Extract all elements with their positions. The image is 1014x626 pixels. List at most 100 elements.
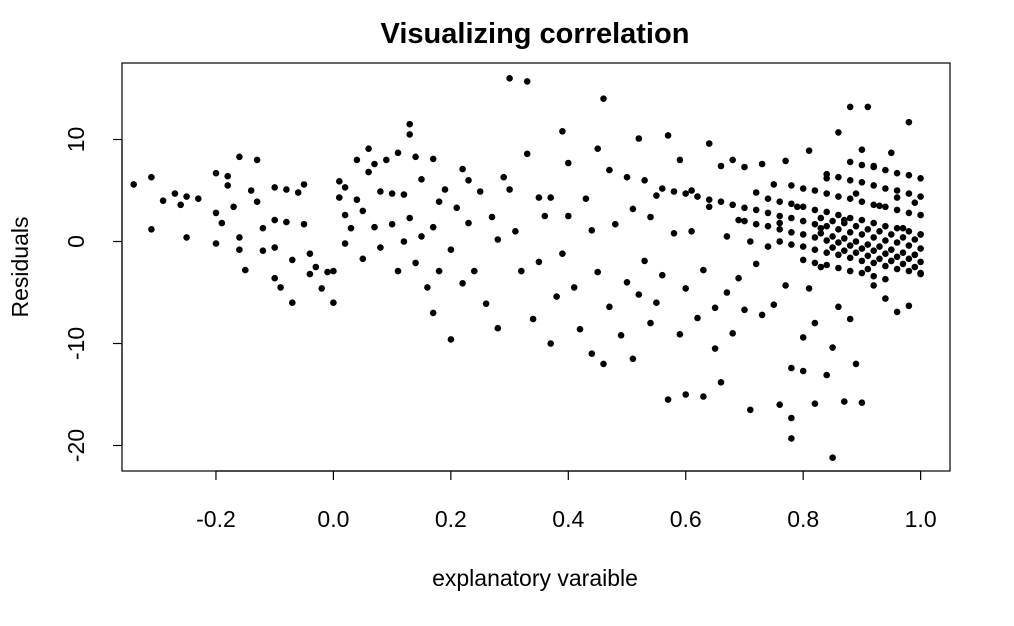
data-point	[776, 226, 783, 233]
data-point	[488, 213, 496, 221]
data-point	[882, 166, 889, 174]
data-point	[277, 284, 284, 291]
data-point	[600, 360, 607, 368]
data-point	[905, 302, 913, 310]
data-point	[306, 250, 314, 257]
data-point	[341, 211, 349, 219]
data-point	[858, 146, 866, 153]
data-point	[776, 401, 783, 409]
data-point	[653, 192, 660, 199]
data-point	[846, 158, 854, 166]
data-point	[606, 166, 613, 174]
data-point	[711, 304, 719, 312]
data-point	[688, 228, 695, 235]
data-point	[799, 367, 807, 375]
data-point	[747, 406, 754, 414]
data-point	[823, 208, 830, 216]
data-point	[183, 234, 190, 241]
data-point	[805, 285, 813, 292]
data-point	[388, 190, 396, 197]
data-point	[682, 285, 689, 292]
data-point	[212, 209, 220, 217]
data-point	[864, 252, 872, 260]
data-point	[705, 196, 713, 203]
data-point	[500, 173, 508, 181]
data-point	[259, 247, 267, 254]
data-point	[870, 282, 877, 289]
data-point	[271, 244, 279, 251]
data-point	[794, 203, 801, 211]
x-tick-label: 0.6	[670, 506, 702, 532]
data-point	[823, 190, 830, 197]
data-point	[711, 345, 719, 352]
data-point	[917, 175, 924, 182]
data-point	[236, 234, 243, 241]
x-tick-label: 0.0	[317, 506, 349, 532]
data-point	[829, 217, 836, 225]
data-point	[852, 249, 860, 256]
data-point	[183, 193, 190, 200]
data-point	[905, 171, 913, 179]
data-point	[917, 245, 924, 252]
data-point	[899, 234, 907, 241]
data-point	[494, 236, 502, 243]
data-point	[864, 103, 872, 111]
data-point	[870, 247, 877, 254]
data-point	[841, 235, 848, 242]
data-point	[312, 263, 320, 271]
data-point	[846, 103, 854, 111]
x-axis: -0.2 0.0 0.2 0.4 0.6 0.8 1.0	[196, 470, 937, 532]
data-point	[899, 224, 907, 232]
data-point	[905, 255, 913, 263]
data-point	[882, 262, 889, 270]
data-point	[876, 202, 883, 210]
data-point	[653, 299, 660, 307]
data-point	[841, 219, 848, 227]
data-point	[629, 355, 637, 363]
data-point	[905, 267, 913, 275]
data-point	[823, 371, 830, 379]
data-point	[876, 243, 883, 250]
data-point	[811, 400, 819, 408]
data-point	[876, 255, 883, 263]
data-point	[888, 257, 895, 265]
data-point	[159, 197, 167, 204]
data-point	[523, 78, 531, 85]
data-point	[776, 238, 783, 245]
data-point	[893, 194, 901, 201]
data-point	[741, 163, 748, 171]
data-point	[435, 198, 443, 205]
data-point	[330, 267, 337, 275]
data-point	[882, 250, 889, 257]
data-point	[799, 243, 807, 250]
data-point	[383, 156, 390, 164]
data-point	[195, 195, 202, 202]
data-point	[864, 226, 872, 233]
data-point	[888, 231, 895, 238]
x-tick-label: -0.2	[196, 506, 236, 532]
data-point	[447, 246, 455, 253]
data-point	[482, 300, 490, 308]
data-point	[752, 260, 760, 268]
y-tick-label: -10	[63, 327, 89, 360]
data-point	[429, 223, 437, 231]
data-point	[635, 135, 643, 142]
data-point	[289, 256, 296, 264]
data-point	[846, 267, 854, 275]
data-point	[811, 319, 819, 327]
data-point	[330, 299, 337, 307]
data-point	[424, 284, 431, 291]
data-point	[600, 95, 607, 102]
data-point	[224, 172, 231, 180]
data-point	[676, 331, 684, 338]
data-point	[236, 246, 243, 253]
x-tick-label: 0.2	[435, 506, 467, 532]
data-point	[271, 184, 279, 191]
data-point	[588, 350, 596, 358]
data-point	[371, 160, 378, 168]
data-point	[823, 222, 830, 230]
data-point	[476, 188, 484, 195]
data-point	[247, 187, 255, 194]
data-point	[670, 188, 678, 195]
data-point	[882, 203, 889, 211]
